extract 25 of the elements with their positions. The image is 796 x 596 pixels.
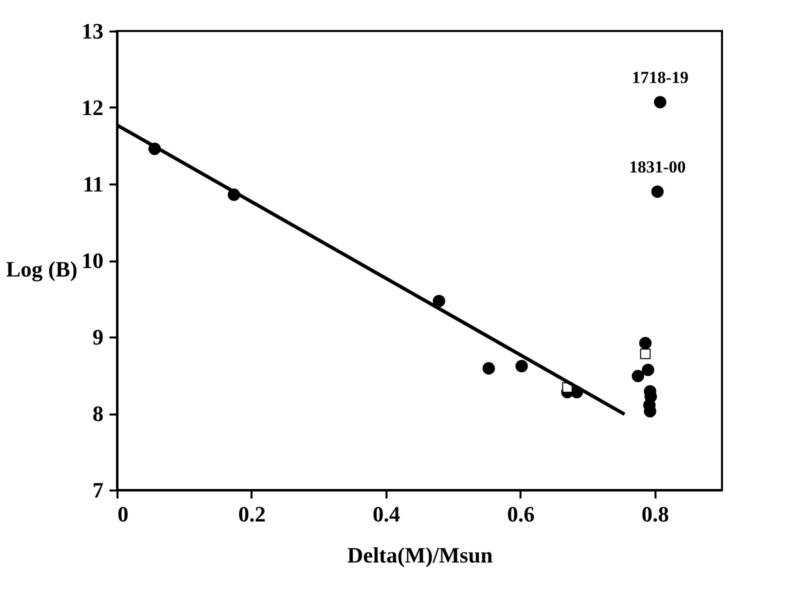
- annotation: 1718-19: [632, 68, 688, 88]
- x-tick-label: 0.8: [642, 502, 670, 526]
- point: [515, 360, 528, 372]
- point: [482, 362, 495, 375]
- y-tick-label: 10: [82, 248, 104, 273]
- y-tick-label: 12: [82, 95, 104, 120]
- x-tick-label: 0.4: [372, 502, 400, 526]
- x-axis-title: Delta(M)/Msun: [347, 542, 493, 568]
- y-axis-title: Log (B): [6, 256, 78, 282]
- y-tick-label: 7: [92, 478, 104, 502]
- point: [651, 185, 664, 198]
- y-tick-label: 8: [92, 401, 104, 426]
- point: [639, 336, 652, 350]
- point: [640, 348, 651, 360]
- point: [642, 364, 654, 376]
- x-tick-label: 0.6: [507, 502, 535, 526]
- annotation: 1831-00: [629, 158, 686, 177]
- x-tick-label: 0: [118, 502, 128, 526]
- y-tick-label: 9: [92, 324, 104, 350]
- y-tick-label: 13: [82, 18, 104, 44]
- point: [632, 370, 644, 382]
- x-tick-label: 0.2: [238, 502, 266, 526]
- point: [654, 96, 666, 108]
- point: [432, 294, 446, 308]
- y-tick-label: 11: [82, 172, 104, 196]
